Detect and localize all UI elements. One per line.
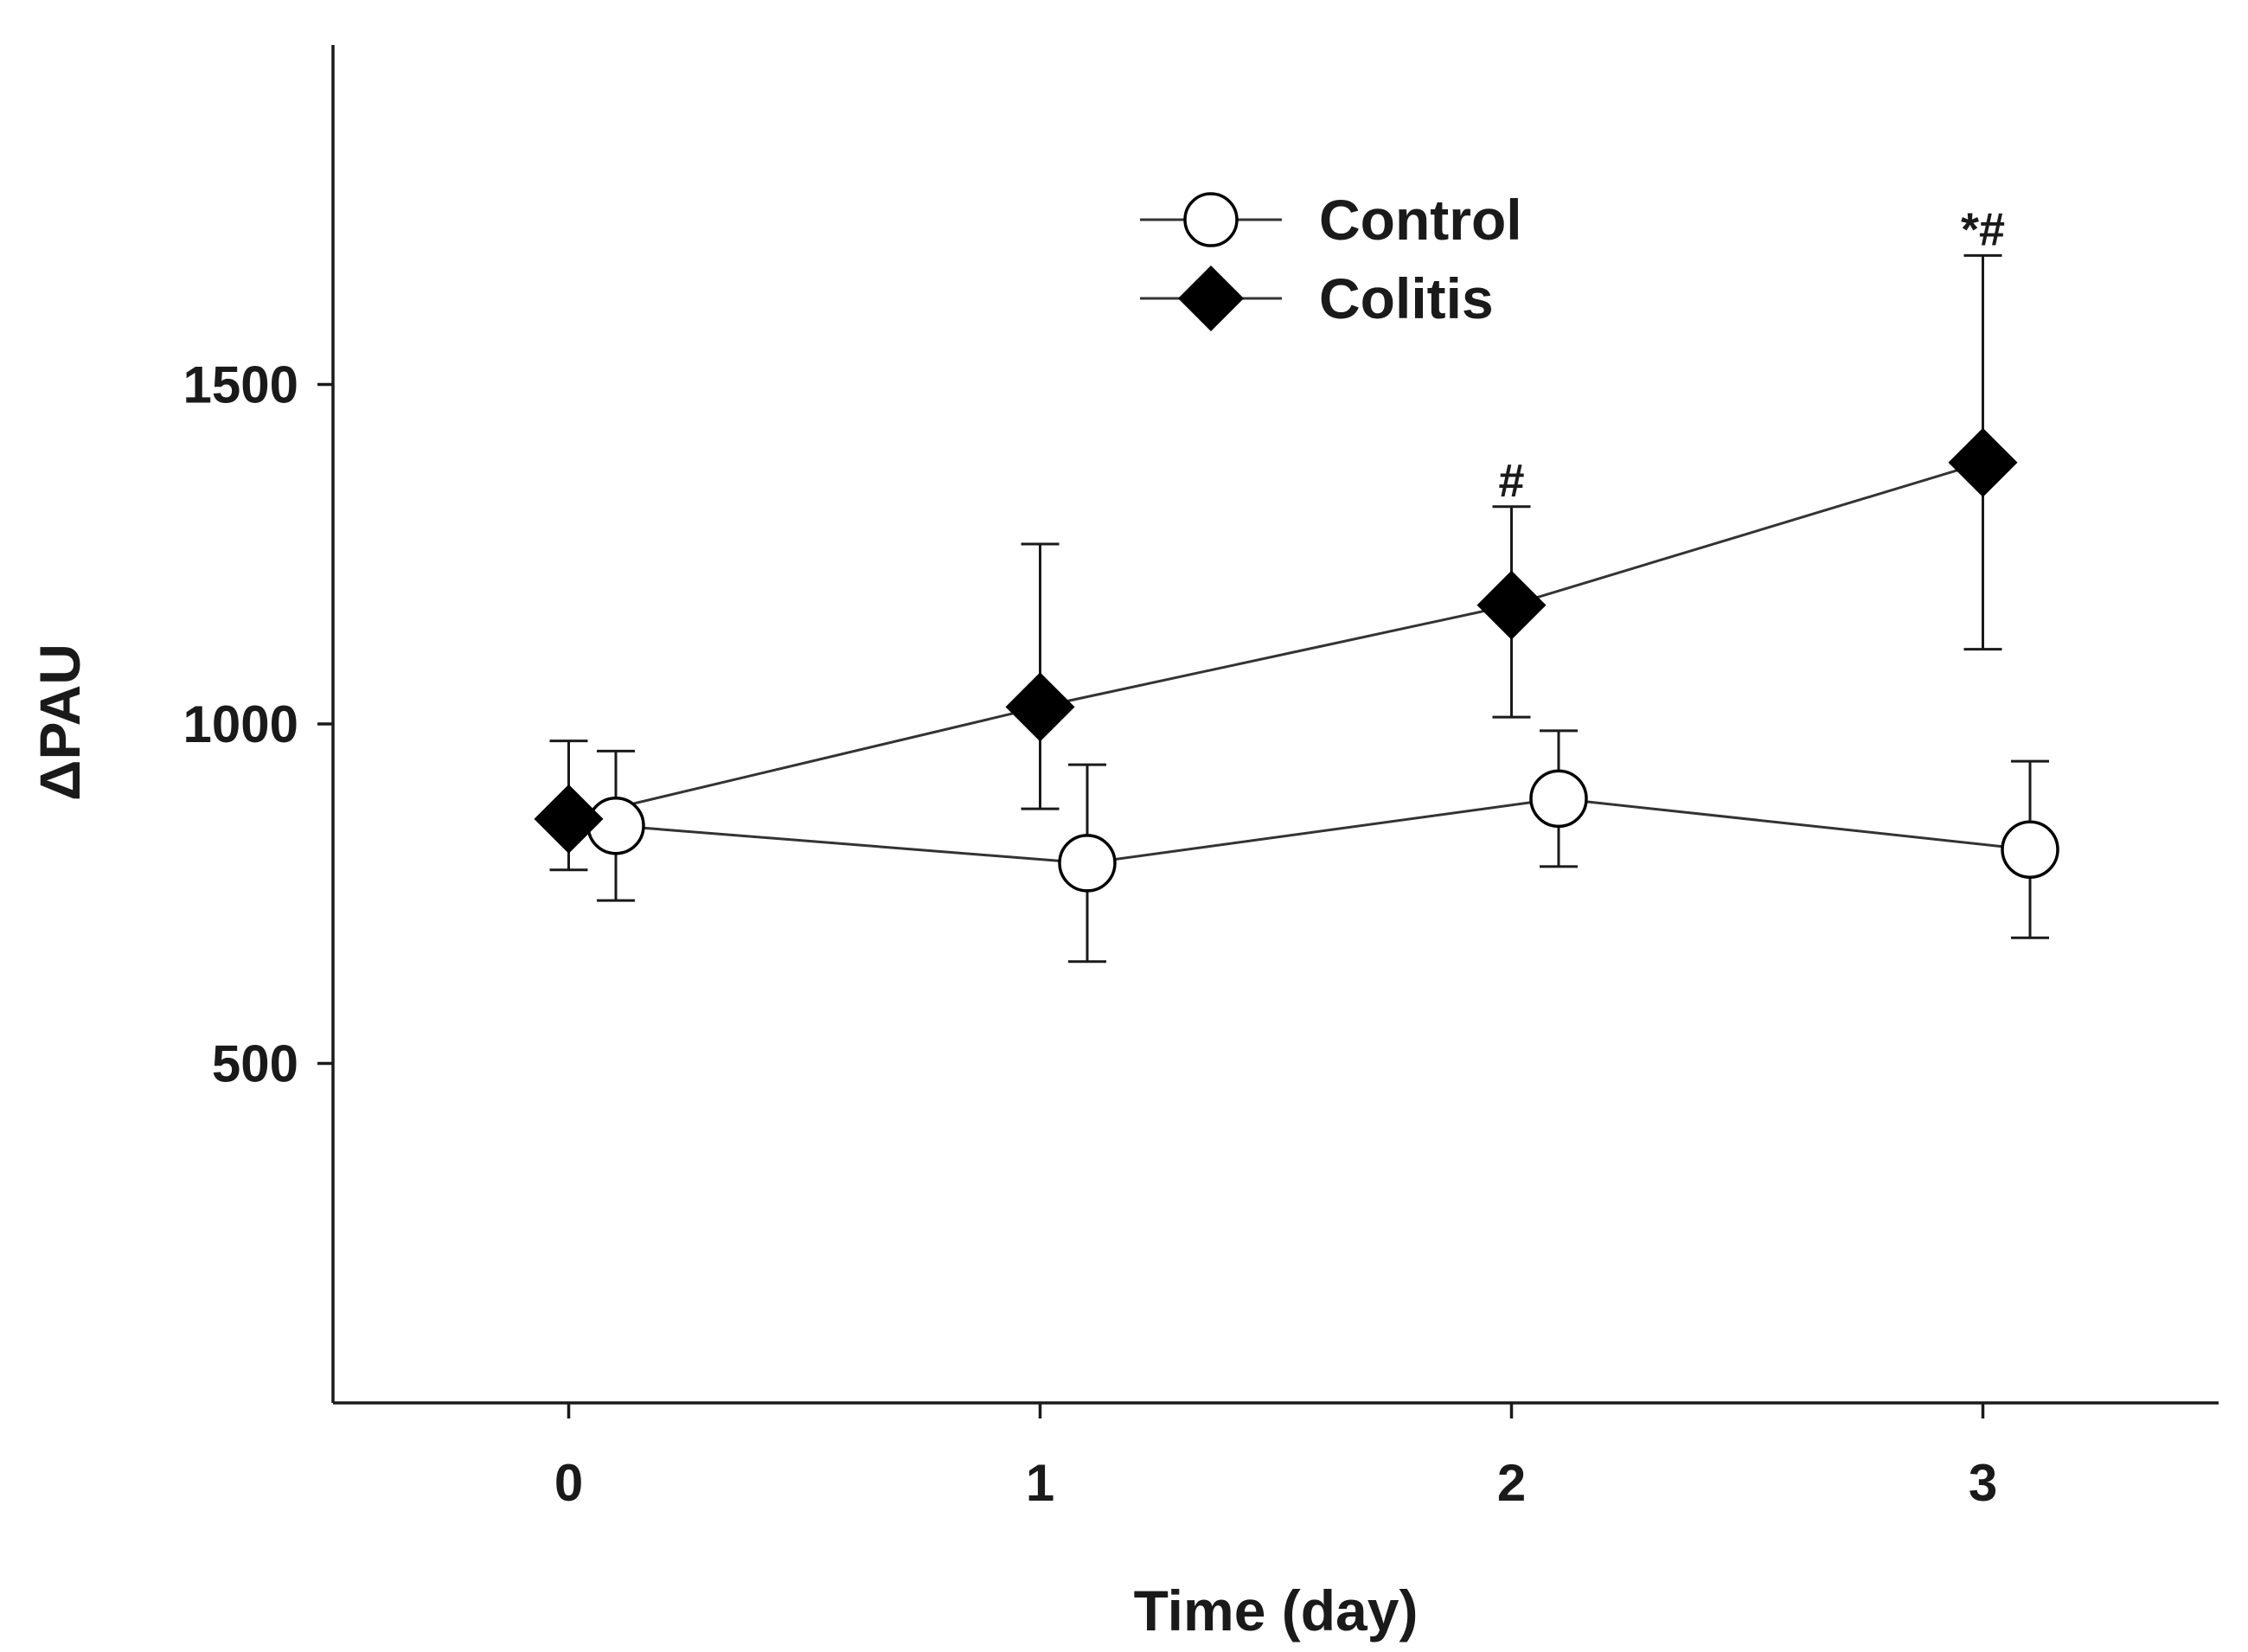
colitis-data-point [1005,672,1075,742]
x-axis-title: Time (day) [1134,1578,1419,1642]
series-layer [534,253,2059,964]
colitis-data-point [534,784,604,854]
control-data-point [2001,820,2059,879]
x-tick-label: 3 [1969,1454,1997,1512]
colitis-data-point [1948,427,2018,497]
legend: Control Colitis [1140,188,1522,331]
control-series-line [615,797,2031,865]
control-data-point [1058,834,1117,893]
x-ticks: 0 1 2 3 [554,1403,1997,1512]
significance-annotation: *# [1961,204,2005,256]
x-tick-label: 2 [1497,1454,1526,1512]
y-ticks: 500 1000 1500 [183,356,333,1093]
plot-axes [331,45,2219,1405]
legend-colitis-label: Colitis [1319,266,1494,330]
legend-colitis-marker [1178,266,1244,331]
legend-control-label: Control [1319,188,1522,252]
control-data-point [1529,769,1588,829]
significance-annotation: # [1498,455,1524,507]
annotations-layer: # *# [1498,204,2005,507]
colitis-data-point [1476,570,1547,640]
y-axis-title: ΔPAU [28,644,92,801]
colitis-series-line [568,461,1983,821]
legend-control-marker [1183,192,1239,247]
x-tick-label: 1 [1026,1454,1054,1512]
x-tick-label: 0 [554,1454,583,1512]
y-tick-label: 1000 [183,695,298,753]
y-tick-label: 1500 [183,356,298,414]
y-tick-label: 500 [212,1035,298,1093]
